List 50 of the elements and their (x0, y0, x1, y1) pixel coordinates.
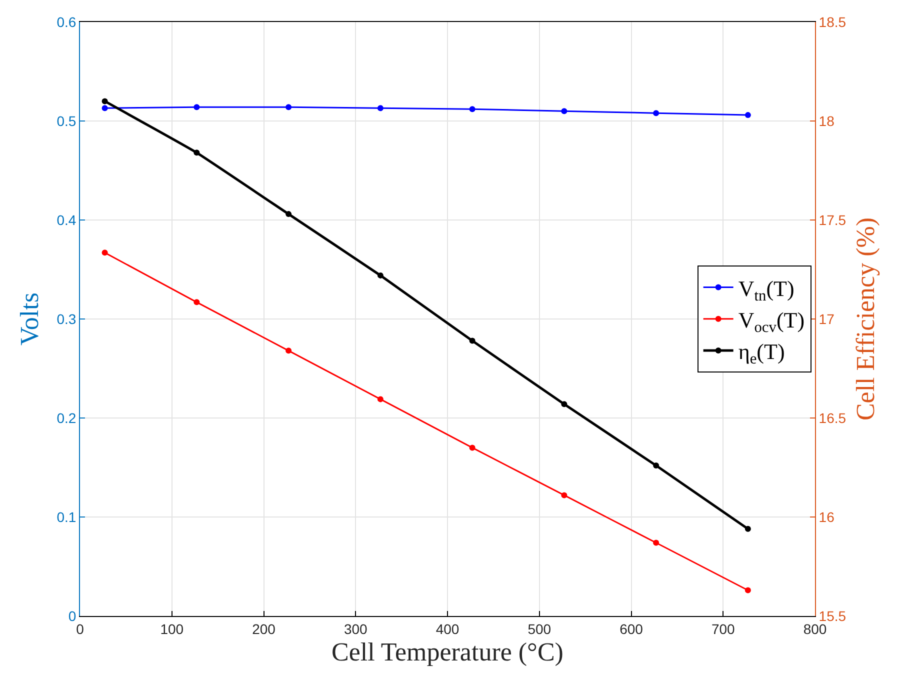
y-tick-label: 0.4 (56, 212, 76, 228)
point (377, 105, 384, 112)
x-tick-label: 300 (344, 620, 368, 637)
x-tick-label: 500 (528, 620, 552, 637)
point (561, 108, 568, 114)
point (102, 105, 108, 112)
y2-tick-label: 16 (818, 508, 835, 525)
legend-label: V$_{tn}$(T) (738, 276, 794, 304)
y2-axis-title: Cell Efficiency (%) (850, 217, 880, 421)
point (469, 338, 476, 344)
point (653, 462, 660, 469)
y2-tick-label: 16.5 (818, 410, 846, 426)
y-tick-label: 0 (68, 608, 76, 624)
y2-tick-label: 17.5 (818, 212, 846, 228)
y-tick-label: 0.2 (56, 410, 76, 426)
y2-tick-label: 17 (818, 310, 835, 327)
point (744, 112, 751, 118)
point (653, 110, 660, 116)
legend-label: η$_{e}$(T) (738, 339, 785, 368)
point (744, 587, 751, 594)
y-tick-label: 0.3 (56, 310, 76, 327)
point (744, 526, 751, 532)
x-tick-label: 700 (711, 620, 736, 637)
point (561, 492, 568, 498)
x-tick-label: 600 (620, 620, 644, 637)
point (194, 104, 200, 110)
y-axis-title: Volts (15, 292, 44, 346)
y-tick-label: 0.5 (56, 112, 76, 129)
legend-label: V$_{ocv}$(T) (738, 307, 805, 336)
point (377, 272, 384, 278)
point (377, 396, 384, 402)
y-tick-label: 0.6 (56, 14, 76, 30)
x-tick-label: 100 (160, 620, 184, 637)
y2-tick-label: 18 (818, 112, 835, 129)
point (286, 348, 292, 354)
point (286, 211, 292, 218)
x-axis-title: Cell Temperature (°C) (332, 638, 564, 666)
point (194, 299, 200, 306)
y2-tick-label: 18.5 (818, 14, 846, 30)
point (194, 150, 200, 156)
x-tick-label: 400 (436, 620, 460, 637)
y-tick-label: 0.1 (56, 508, 76, 525)
point (561, 401, 568, 408)
x-tick-label: 200 (252, 620, 276, 637)
point (102, 250, 108, 256)
point (653, 540, 660, 546)
point (469, 106, 476, 112)
point (286, 104, 292, 110)
point (102, 98, 108, 104)
point (469, 444, 476, 451)
